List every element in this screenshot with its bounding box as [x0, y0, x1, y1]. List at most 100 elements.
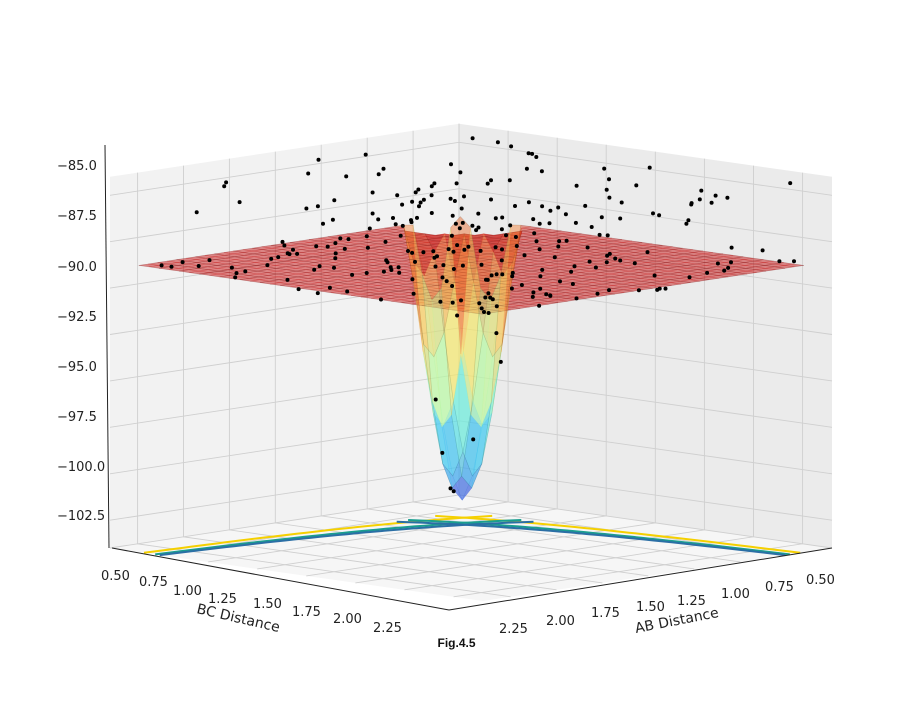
- surface-facet: [359, 289, 380, 293]
- surface-facet: [575, 247, 595, 252]
- surface-facet: [400, 295, 420, 299]
- surface-facet: [464, 276, 485, 280]
- surface-facet: [635, 256, 656, 260]
- surface-facet: [176, 257, 197, 262]
- surface-facet: [574, 286, 594, 291]
- surface-facet: [437, 286, 458, 291]
- surface-facet: [648, 269, 669, 273]
- scatter-point: [556, 244, 561, 249]
- scatter-point: [531, 217, 536, 222]
- ab-tick-label: 0.75: [765, 580, 794, 595]
- surface-facet: [510, 263, 531, 268]
- mesh-line: [346, 233, 691, 283]
- surface-facet: [543, 282, 564, 286]
- surface-facet: [343, 262, 364, 266]
- surface-facet: [307, 276, 328, 280]
- surface-facet: [304, 259, 324, 263]
- surface-facet: [327, 276, 348, 280]
- surface-facet: [294, 260, 315, 265]
- scatter-point: [513, 235, 518, 239]
- surface-facet: [252, 246, 272, 250]
- surface-facet: [512, 275, 533, 279]
- surface-facet: [613, 245, 634, 249]
- surface-facet: [754, 262, 775, 266]
- surface-facet: [390, 296, 411, 301]
- surface-facet: [437, 289, 458, 293]
- surface-facet: [186, 256, 206, 260]
- surface-facet: [533, 278, 553, 282]
- surface-facet: [541, 229, 562, 233]
- surface-facet: [547, 299, 568, 303]
- ab-tick-label: 2.25: [499, 622, 528, 637]
- surface-facet: [475, 280, 495, 285]
- surface-facet: [657, 265, 678, 269]
- surface-facet: [666, 260, 686, 265]
- surface-facet: [244, 253, 264, 258]
- surface-facet: [591, 278, 612, 282]
- surface-facet: [424, 273, 445, 278]
- surface-facet: [340, 292, 361, 296]
- surface-facet: [343, 259, 363, 263]
- surface-facet: [511, 266, 531, 270]
- surface-facet: [408, 243, 428, 247]
- left-pane: [110, 123, 459, 549]
- surface-facet: [572, 236, 593, 240]
- scatter-point: [604, 260, 609, 265]
- surface-facet: [447, 288, 468, 292]
- scatter-point: [396, 265, 401, 270]
- bc-tick-label: 2.00: [333, 612, 362, 627]
- surface-facet: [572, 278, 592, 282]
- surface-facet: [274, 257, 295, 262]
- scatter-point: [482, 310, 486, 314]
- surface-facet: [514, 283, 535, 288]
- scatter-point: [237, 200, 242, 205]
- surface-facet: [268, 276, 289, 280]
- surface-facet: [546, 252, 567, 256]
- surface-facet: [460, 301, 480, 305]
- surface-facet: [497, 292, 517, 296]
- scatter-point: [450, 213, 455, 218]
- scatter-point: [233, 275, 238, 280]
- scatter-point: [513, 204, 517, 208]
- surface-facet: [195, 255, 216, 259]
- surface-facet: [521, 270, 542, 275]
- surface-facet: [368, 285, 389, 289]
- surface-facet: [461, 265, 482, 269]
- surface-facet: [398, 245, 419, 249]
- surface-facet: [309, 282, 329, 286]
- scatter-point: [500, 215, 505, 220]
- scatter-point: [280, 239, 285, 244]
- surface-facet: [576, 295, 596, 299]
- surface-facet: [388, 285, 408, 289]
- surface-facet: [551, 272, 572, 276]
- surface-facet: [524, 237, 544, 242]
- surface-facet: [500, 265, 521, 269]
- surface-facet: [397, 283, 418, 288]
- surface-facet: [713, 253, 734, 258]
- surface-facet: [479, 301, 500, 305]
- scatter-point: [494, 304, 499, 309]
- surface-facet: [675, 259, 696, 263]
- surface-facet: [456, 283, 476, 288]
- surface-facet: [426, 282, 447, 286]
- surface-facet: [484, 234, 504, 239]
- scatter-point: [460, 220, 465, 225]
- surface-facet: [392, 260, 413, 265]
- scatter-point: [457, 226, 462, 231]
- surface-facet: [400, 253, 421, 258]
- surface-facet: [543, 237, 564, 242]
- surface-facet: [307, 273, 327, 278]
- surface-facet: [590, 272, 611, 276]
- surface-facet: [302, 250, 322, 255]
- scatter-point: [489, 273, 494, 278]
- surface-facet: [235, 257, 255, 262]
- surface-facet: [429, 296, 450, 301]
- surface-facet: [474, 236, 495, 240]
- surface-facet: [353, 263, 374, 268]
- surface-facet: [225, 259, 246, 263]
- surface-facet: [439, 298, 460, 302]
- surface-facet: [339, 286, 360, 291]
- surface-facet: [394, 269, 414, 273]
- surface-facet: [403, 224, 424, 352]
- surface-facet: [344, 265, 365, 269]
